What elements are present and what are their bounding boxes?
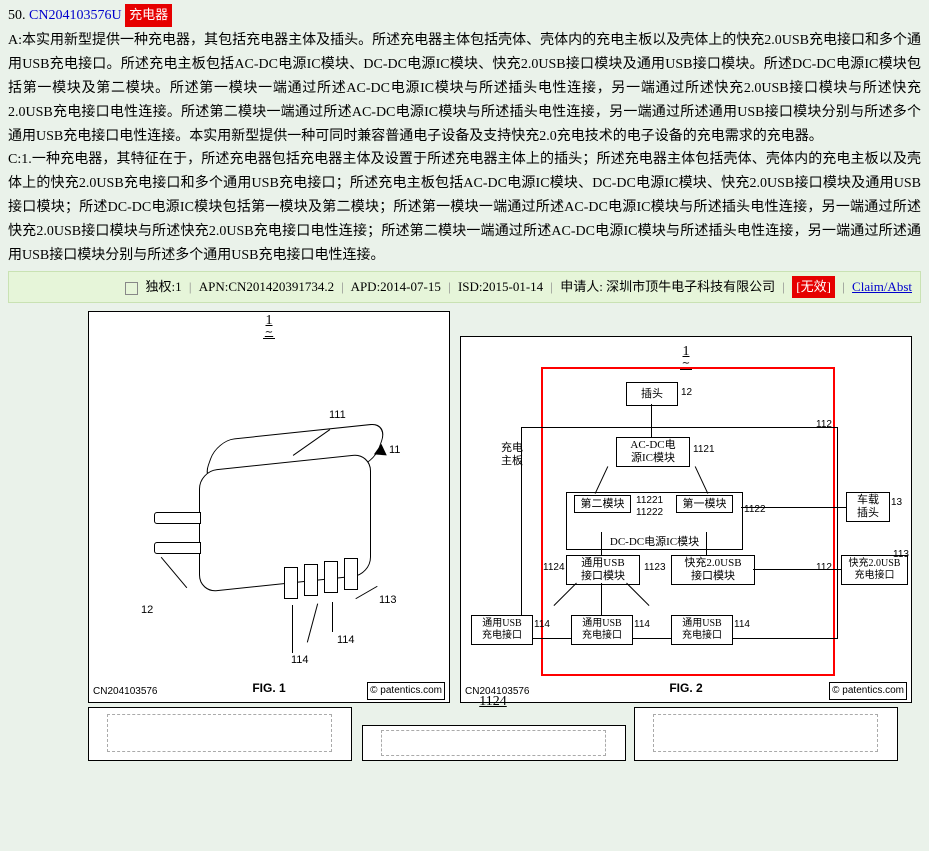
claim-label: C:1. [8,152,32,167]
ref-114: 114 [734,617,750,633]
ref-1121: 1121 [693,442,715,458]
block-usb-port: 通用USB 充电接口 [571,615,633,645]
ref-1122: 1122 [744,502,766,518]
select-checkbox[interactable] [125,282,138,295]
plug-prong [154,542,201,554]
circuit-placeholder-icon [381,730,606,756]
claim-section: C:1.一种充电器，其特征在于，所述充电器包括充电器主体及设置于所述充电器主体上… [8,148,921,267]
figures-row: 1∼ 111 11 113 114 114 12 CN204103576 FI [8,311,921,703]
result-header: 50. CN204103576U 充电器 [8,4,921,27]
ref-114: 114 [534,617,550,633]
usb-port-icon [284,567,298,599]
ref-label-12: 12 [141,602,153,620]
ref-113: 113 [893,547,909,563]
circuit-placeholder-icon [653,714,878,752]
ref-112: 112 [816,560,832,576]
bottom-figures-row: 1124 [8,703,921,761]
ref-114: 114 [634,617,650,633]
meta-duquan: 独权:1 [145,279,181,294]
ref-label-114: 114 [337,632,355,650]
patent-title-badge: 充电器 [125,4,172,27]
circuit-assembly-number: 1124 [479,691,506,713]
claim-text: 一种充电器，其特征在于，所述充电器包括充电器主体及设置于所述充电器主体上的插头；… [8,152,921,262]
fig1-watermark: © patentics.com [367,682,445,700]
ref-label-111: 111 [329,407,346,425]
meta-apd: APD:2014-07-15 [351,279,441,294]
usb-port-icon [324,561,338,593]
figure-1-panel[interactable]: 1∼ 111 11 113 114 114 12 CN204103576 FI [88,311,450,703]
figure-2-panel[interactable]: 1∼ 充电 主板 插头 12 AC-DC电 源IC模块 1121 112 DC-… [460,336,912,703]
block-usb-if: 通用USB 接口模块 [566,555,640,585]
block-usb-port: 通用USB 充电接口 [471,615,533,645]
ref-label-11: 11 [389,442,400,460]
ref-11222: 11222 [636,505,663,521]
patent-number-link[interactable]: CN204103576U [29,8,122,23]
fig2-watermark: © patentics.com [829,682,907,700]
ref-label-114: 114 [291,652,309,670]
meta-apn: APN:CN201420391734.2 [199,279,334,294]
result-index: 50. [8,8,26,23]
arrow-icon [371,444,387,460]
abstract-text: 本实用新型提供一种充电器，其包括充电器主体及插头。所述充电器主体包括壳体、壳体内… [8,33,921,143]
abstract-label: A: [8,33,22,48]
block-mod2: 第二模块 [574,495,631,513]
circuit-thumb[interactable] [88,707,352,761]
usb-port-icon [304,564,318,596]
block-mod1: 第一模块 [676,495,733,513]
invalid-badge: [无效] [792,276,835,298]
block-usb-port: 通用USB 充电接口 [671,615,733,645]
abstract-section: A:本实用新型提供一种充电器，其包括充电器主体及插头。所述充电器主体包括壳体、壳… [8,29,921,148]
ref-1124: 1124 [543,560,565,576]
fig1-assembly-number: 1∼ [263,314,275,339]
block-car-plug: 车载 插头 [846,492,890,522]
usb-port-icon [344,558,358,590]
circuit-placeholder-icon [107,714,332,752]
ref-1123: 1123 [644,560,666,576]
block-acdc: AC-DC电 源IC模块 [616,437,690,467]
ref-112: 112 [816,417,832,433]
circuit-thumb[interactable] [634,707,898,761]
plug-prong [154,512,201,524]
block-plug: 插头 [626,382,678,406]
block-fc-if: 快充2.0USB 接口模块 [671,555,755,585]
claim-abst-link[interactable]: Claim/Abst [852,279,912,294]
ref-label-113: 113 [379,592,397,610]
fig2-side-label: 充电 主板 [501,442,523,468]
circuit-thumb[interactable] [362,725,626,761]
meta-bar: 独权:1 | APN:CN201420391734.2 | APD:2014-0… [8,271,921,303]
meta-applicant: 申请人: 深圳市顶牛电子科技有限公司 [560,279,775,294]
meta-isd: ISD:2015-01-14 [458,279,543,294]
ref-12: 12 [681,385,692,401]
ref-13: 13 [891,495,902,511]
